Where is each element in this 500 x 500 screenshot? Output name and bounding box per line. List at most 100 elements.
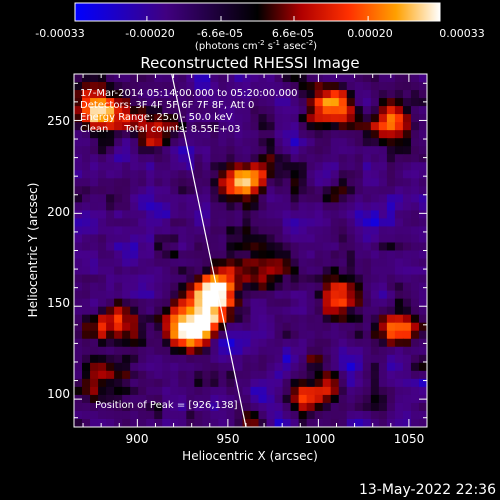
heatmap-pixel (250, 146, 260, 155)
heatmap-pixel (218, 106, 228, 115)
heatmap-pixel (354, 370, 364, 380)
heatmap-pixel (90, 194, 99, 203)
heatmap-pixel (194, 282, 203, 292)
heatmap-pixel (178, 346, 187, 356)
heatmap-pixel (122, 298, 131, 308)
heatmap-pixel (130, 130, 139, 139)
heatmap-pixel (218, 258, 228, 268)
heatmap-pixel (290, 138, 300, 147)
heatmap-pixel (258, 178, 268, 187)
heatmap-pixel (362, 82, 372, 91)
heatmap-pixel (282, 402, 292, 412)
heatmap-pixel (250, 338, 260, 348)
heatmap-pixel (274, 178, 284, 187)
heatmap-pixel (386, 82, 396, 91)
heatmap-pixel (210, 90, 220, 99)
heatmap-pixel (146, 306, 155, 316)
heatmap-pixel (106, 90, 115, 99)
heatmap-pixel (290, 394, 300, 404)
heatmap-pixel (402, 258, 412, 268)
heatmap-pixel (386, 394, 396, 404)
heatmap-pixel (266, 362, 276, 372)
heatmap-pixel (114, 298, 123, 308)
heatmap-pixel (154, 322, 163, 332)
heatmap-pixel (226, 274, 236, 284)
heatmap-pixel (202, 266, 211, 276)
heatmap-pixel (210, 282, 220, 292)
heatmap-pixel (330, 146, 340, 155)
colorbar-unit-label: (photons cm-2 s-1 asec-2) (195, 39, 317, 52)
heatmap-pixel (258, 258, 268, 268)
heatmap-pixel (370, 274, 380, 284)
heatmap-pixel (114, 146, 123, 155)
heatmap-pixel (354, 386, 364, 396)
heatmap-pixel (226, 346, 236, 356)
heatmap-pixel (258, 122, 268, 131)
heatmap-pixel (234, 290, 244, 300)
heatmap-pixel (122, 362, 131, 372)
heatmap-pixel (370, 410, 380, 420)
heatmap-pixel (82, 162, 91, 171)
heatmap-pixel (122, 322, 131, 332)
heatmap-pixel (338, 130, 348, 139)
heatmap-pixel (122, 266, 131, 276)
heatmap-pixel (330, 234, 340, 244)
heatmap-pixel (130, 250, 139, 260)
heatmap-pixel (386, 282, 396, 292)
heatmap-pixel (418, 106, 427, 115)
heatmap-pixel (378, 282, 388, 292)
heatmap-pixel (258, 130, 268, 139)
heatmap-pixel (226, 258, 236, 268)
heatmap-pixel (274, 298, 284, 308)
heatmap-pixel (82, 170, 91, 179)
heatmap-pixel (82, 402, 91, 412)
heatmap-pixel (98, 338, 107, 348)
heatmap-pixel (218, 410, 228, 420)
heatmap-pixel (322, 394, 332, 404)
heatmap-pixel (218, 186, 228, 195)
heatmap-pixel (138, 74, 147, 83)
heatmap-pixel (410, 290, 420, 300)
heatmap-pixel (266, 386, 276, 396)
heatmap-pixel (162, 362, 171, 372)
heatmap-pixel (322, 146, 332, 155)
heatmap-pixel (346, 290, 356, 300)
heatmap-pixel (130, 394, 139, 404)
heatmap-pixel (362, 146, 372, 155)
heatmap-pixel (282, 370, 292, 380)
heatmap-pixel (362, 170, 372, 179)
heatmap-pixel (370, 370, 380, 380)
heatmap-pixel (130, 194, 139, 203)
heatmap-pixel (154, 410, 163, 420)
heatmap-pixel (210, 418, 220, 427)
heatmap-pixel (250, 218, 260, 228)
heatmap-pixel (378, 258, 388, 268)
colorbar-tick-label: -0.00020 (125, 27, 174, 40)
heatmap-pixel (146, 162, 155, 171)
heatmap-pixel (266, 146, 276, 155)
heatmap-pixel (122, 370, 131, 380)
heatmap-pixel (346, 258, 356, 268)
colorbar-tick-label: 0.00033 (439, 27, 485, 40)
heatmap-pixel (298, 266, 308, 276)
heatmap-pixel (386, 322, 396, 332)
heatmap-pixel (394, 194, 404, 203)
heatmap-pixel (234, 138, 244, 147)
heatmap-pixel (250, 282, 260, 292)
heatmap-pixel (130, 402, 139, 412)
heatmap-pixel (386, 178, 396, 187)
heatmap-pixel (250, 378, 260, 388)
heatmap-pixel (162, 146, 171, 155)
heatmap-pixel (146, 282, 155, 292)
heatmap-pixel (202, 322, 211, 332)
heatmap-pixel (282, 122, 292, 131)
heatmap-pixel (210, 162, 220, 171)
heatmap-pixel (146, 138, 155, 147)
heatmap-pixel (194, 418, 203, 427)
heatmap-pixel (234, 186, 244, 195)
heatmap-pixel (98, 82, 107, 91)
heatmap-pixel (370, 210, 380, 220)
heatmap-pixel (290, 338, 300, 348)
info-energy-range: Energy Range: 25.0 - 50.0 keV (80, 112, 233, 123)
heatmap-pixel (162, 250, 171, 260)
